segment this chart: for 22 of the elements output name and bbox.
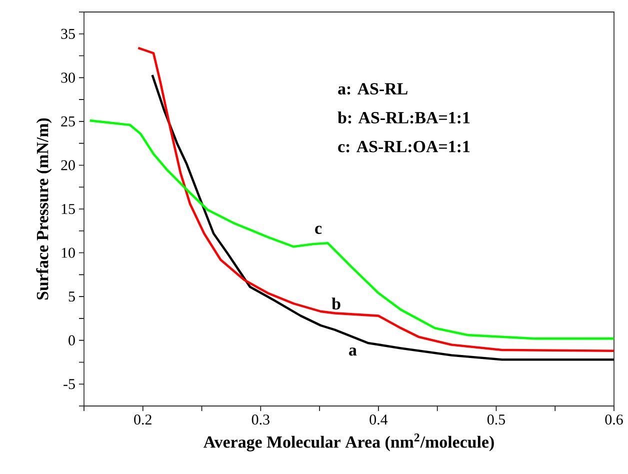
y-tick-label: 30	[61, 72, 75, 83]
x-tick-label: 0.3	[252, 414, 270, 425]
y-tick-label: 10	[62, 248, 75, 258]
y-axis-title: Surface Pressure (mN/m)	[36, 118, 52, 300]
y-tick-label: 5	[68, 292, 75, 302]
x-tick-label: 0.6	[605, 414, 623, 425]
y-tick-label: 25	[61, 116, 75, 126]
annotation: a	[349, 348, 357, 356]
annotation: b: AS-RL:BA=1:1	[338, 111, 470, 124]
x-axis-title: Average Molecular Area (nm$^{2}$/molecule)	[204, 434, 494, 452]
annotation: b	[332, 298, 340, 310]
annotation: c	[315, 226, 322, 234]
y-tick-label: -5	[64, 379, 75, 390]
y-tick-label: 35	[61, 28, 75, 39]
annotation: c: AS-RL:OA=1:1	[338, 140, 470, 152]
y-tick-label: 15	[62, 204, 75, 214]
x-tick-label: 0.2	[134, 414, 152, 425]
x-tick-label: 0.4	[370, 414, 388, 425]
y-tick-label: 0	[68, 335, 75, 346]
y-tick-label: 20	[61, 160, 75, 170]
annotation: a: AS-RL	[338, 83, 408, 95]
x-tick-label: 0.5	[487, 414, 505, 425]
